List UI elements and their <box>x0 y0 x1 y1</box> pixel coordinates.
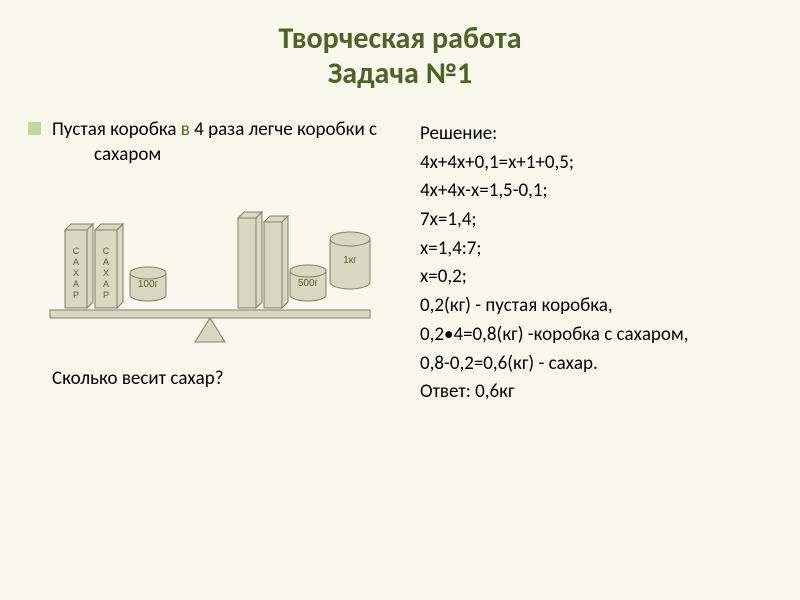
solution-line: х=1,4:7; <box>420 237 770 262</box>
svg-text:Х: Х <box>73 268 79 278</box>
problem-text: Пустая коробка в 4 раза легче коробки с … <box>52 118 392 167</box>
solution-answer: Ответ: 0,6кг <box>420 380 770 405</box>
title-line-1: Творческая работа <box>0 22 800 57</box>
solution-column: Решение: 4х+4х+0,1=х+1+0,5; 4х+4х-х=1,5-0… <box>420 118 770 409</box>
svg-text:1кг: 1кг <box>343 255 357 266</box>
svg-text:А: А <box>73 279 79 289</box>
slide-title: Творческая работа Задача №1 <box>0 0 800 91</box>
problem-text-green: в <box>176 118 194 141</box>
svg-text:С: С <box>103 246 110 256</box>
balance-svg: САХАРСАХАР100г500г1кг <box>40 200 380 380</box>
solution-line: 0,2•4=0,8(кг) -коробка с сахаром, <box>420 323 770 348</box>
solution-lines: 4х+4х+0,1=х+1+0,5; 4х+4х-х=1,5-0,1; 7х=1,4… <box>420 151 770 377</box>
bullet-square-icon <box>28 122 41 135</box>
solution-line: 0,8-0,2=0,6(кг) - сахар. <box>420 352 770 377</box>
title-line-2: Задача №1 <box>0 57 800 92</box>
svg-text:Р: Р <box>73 290 79 300</box>
solution-line: 4х+4х-х=1,5-0,1; <box>420 179 770 204</box>
svg-text:Р: Р <box>103 290 109 300</box>
solution-line: 0,2(кг) - пустая коробка, <box>420 294 770 319</box>
balance-diagram: САХАРСАХАР100г500г1кг <box>40 200 380 380</box>
slide: Творческая работа Задача №1 Пустая короб… <box>0 0 800 600</box>
svg-text:А: А <box>103 279 109 289</box>
solution-heading: Решение: <box>420 122 770 147</box>
problem-text-part1: Пустая коробка <box>52 118 176 141</box>
svg-text:А: А <box>73 257 79 267</box>
svg-text:500г: 500г <box>298 278 319 289</box>
svg-text:А: А <box>103 257 109 267</box>
svg-text:100г: 100г <box>138 279 159 290</box>
solution-line: 4х+4х+0,1=х+1+0,5; <box>420 151 770 176</box>
svg-text:Х: Х <box>103 268 109 278</box>
svg-text:С: С <box>73 246 80 256</box>
solution-line: х=0,2; <box>420 265 770 290</box>
solution-line: 7х=1,4; <box>420 208 770 233</box>
